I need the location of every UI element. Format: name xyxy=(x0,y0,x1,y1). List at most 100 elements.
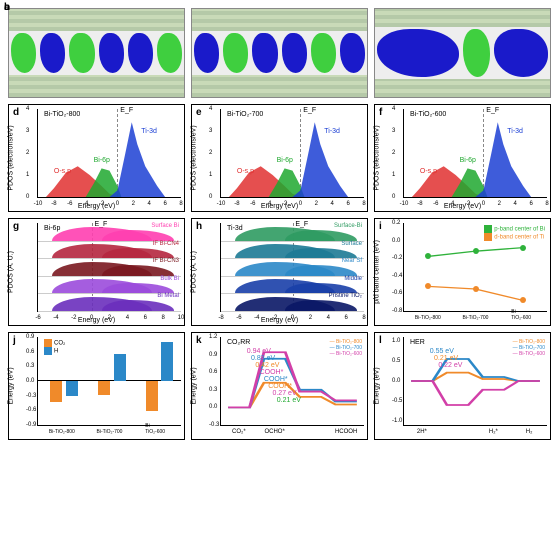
line-point xyxy=(473,248,479,254)
iso-charge-mid xyxy=(375,27,550,80)
series-label-O: O-s,p xyxy=(54,168,71,175)
iso-lattice-bot xyxy=(375,79,550,97)
line-point xyxy=(425,283,431,289)
diag-annotation: 0.21 eV xyxy=(277,397,301,404)
series-label-O: O-s,p xyxy=(420,168,437,175)
diag-plotarea: 1.00.50.0-0.5-1.0HER— Bi-TiO₂-800— Bi-Ti… xyxy=(403,337,547,426)
iso-lattice-top xyxy=(375,9,550,27)
panel-k-label: k xyxy=(196,335,202,346)
stack-row: Surface xyxy=(221,241,364,260)
bar-ylabel: Energy (eV) xyxy=(8,367,15,404)
diag-ylabel: Energy (eV) xyxy=(191,367,198,404)
series-label-Ti: Ti-3d xyxy=(507,128,523,135)
panel-e: ePDOS (electrons/eV)Energy (eV)01234-10-… xyxy=(191,104,368,212)
stack-row-label: Near Sf xyxy=(342,258,362,264)
panel-g: gPDOS (A. U.)Energy (eV)-6-4-20246810E_F… xyxy=(8,218,185,326)
series-label-Ti: Ti-3d xyxy=(324,128,340,135)
series-label-Bi: Bi-6p xyxy=(94,157,110,164)
stack-ylabel: PDOS (A. U.) xyxy=(8,251,15,293)
bar xyxy=(146,381,158,411)
stack-row-label: Surface Bi xyxy=(151,223,179,229)
panel-j-label: j xyxy=(13,335,16,346)
bar xyxy=(50,381,62,402)
line-point xyxy=(520,297,526,303)
panel-d-label: d xyxy=(13,107,19,118)
pdos-plotarea: 01234-10-8-6-4-202468E_FBi-TiO₂-800O-s,p… xyxy=(37,109,181,198)
stack-row-label: Middle xyxy=(344,276,362,282)
panel-i: i p/d band center (eV) 0.20.0-0.2-0.4-0.6-… xyxy=(374,218,551,326)
figure-grid: a b c d PDOS (electrons/eV) Energy (eV) 012… xyxy=(8,8,551,440)
panel-b: b xyxy=(191,8,368,98)
diag-ylabel: Energy (eV) xyxy=(374,367,381,404)
series-label-Bi: Bi-6p xyxy=(460,157,476,164)
stack-row-label: Surface xyxy=(341,241,362,247)
stack-row-label: IF Bi-CN4 xyxy=(153,241,179,247)
diag-annotation: 0.22 eV xyxy=(438,362,462,369)
series-label-O: O-s,p xyxy=(237,168,254,175)
panel-f-label: f xyxy=(379,107,382,118)
bar xyxy=(114,354,126,381)
stack-row: IF Bi-CN4 xyxy=(38,241,181,260)
stack-row-label: Pristine TiO₂ xyxy=(329,293,362,299)
bar-legend: CO₂H xyxy=(44,339,65,355)
stack-ylabel: PDOS (A. U.) xyxy=(191,251,198,293)
panel-i-label: i xyxy=(379,221,382,232)
stack-row: Near Sf xyxy=(221,258,364,277)
diag-annotation: 0.27 eV xyxy=(272,390,296,397)
diag-annotation: COOH* xyxy=(268,383,292,390)
stack-plotarea: -8-6-4-202468E_FTi-3dSurface-BiSurfaceNe… xyxy=(220,223,364,312)
diag-annotation: COOH* xyxy=(260,369,284,376)
panel-l-label: l xyxy=(379,335,382,346)
diag-annotation: 0.83 eV xyxy=(251,355,275,362)
line-point xyxy=(473,286,479,292)
panel-h: hPDOS (A. U.)Energy (eV)-8-6-4-202468E_F… xyxy=(191,218,368,326)
pdos-ylabel: PDOS (electrons/eV) xyxy=(374,125,381,190)
stack-row-label: IF Bi-CN3 xyxy=(153,258,179,264)
panel-e-label: e xyxy=(196,107,202,118)
stack-plotarea: -6-4-20246810E_FBi-6pSurface BiIF Bi-CN4… xyxy=(37,223,181,312)
bar xyxy=(66,381,78,396)
panel-g-label: g xyxy=(13,221,19,232)
iso-lattice-bot xyxy=(192,75,367,97)
bar xyxy=(161,342,173,381)
panel-d: dPDOS (electrons/eV)Energy (eV)01234-10-… xyxy=(8,104,185,212)
pdos-plotarea: 01234-10-8-6-4-202468E_FBi-TiO₂-700O-s,p… xyxy=(220,109,364,198)
stack-row-label: Surface-Bi xyxy=(334,223,362,229)
panel-l: l Energy (eV) 1.00.50.0-0.5-1.0HER— Bi-TiO… xyxy=(374,332,551,440)
stack-row: Surface Bi xyxy=(38,223,181,242)
stack-row: Bi Metal xyxy=(38,293,181,312)
stack-row: Middle xyxy=(221,276,364,295)
panel-f: fPDOS (electrons/eV)Energy (eV)01234-10-… xyxy=(374,104,551,212)
pdos-ylabel: PDOS (electrons/eV) xyxy=(191,125,198,190)
series-label-Bi: Bi-6p xyxy=(277,157,293,164)
line-ylabel: p/d band center (eV) xyxy=(374,240,381,304)
bar xyxy=(98,381,110,395)
panel-a: a xyxy=(8,8,185,98)
line-plotarea: 0.20.0-0.2-0.4-0.6-0.8Bi-TiO₂-800Bi-TiO₂… xyxy=(403,223,547,312)
stack-row: IF Bi-CN3 xyxy=(38,258,181,277)
panel-h-label: h xyxy=(196,221,202,232)
stack-row: Pristine TiO₂ xyxy=(221,293,364,312)
series-label-Ti: Ti-3d xyxy=(141,128,157,135)
bar-plotarea: 0.90.60.30.0-0.3-0.6-0.9Bi-TiO₂-800Bi-Ti… xyxy=(37,337,181,426)
diag-annotation: 0.55 eV xyxy=(430,348,454,355)
diag-annotation: 0.21 eV xyxy=(434,355,458,362)
iso-lattice-bot xyxy=(9,75,184,97)
iso-lattice-top xyxy=(192,9,367,31)
stack-row-label: Bi Metal xyxy=(157,293,179,299)
panel-k: k Energy (eV) 1.20.90.60.30.0-0.3CO₂RR— Bi… xyxy=(191,332,368,440)
stack-row-label: Bulk Bi xyxy=(160,276,179,282)
iso-lattice-top xyxy=(9,9,184,31)
line-point xyxy=(520,245,526,251)
panel-j: j Energy (eV) 0.90.60.30.0-0.3-0.6-0.9Bi-T… xyxy=(8,332,185,440)
line-point xyxy=(425,253,431,259)
panel-c: c xyxy=(374,8,551,98)
diag-annotation: COOH* xyxy=(264,376,288,383)
iso-charge-mid xyxy=(192,31,367,75)
diag-plotarea: 1.20.90.60.30.0-0.3CO₂RR— Bi-TiO₂-800— B… xyxy=(220,337,364,426)
diag-annotation: 0.94 eV xyxy=(247,348,271,355)
iso-charge-mid xyxy=(9,31,184,75)
pdos-ylabel: PDOS (electrons/eV) xyxy=(8,125,15,190)
diag-annotation: 0.42 eV xyxy=(255,362,279,369)
panel-c-label: c xyxy=(4,2,10,13)
